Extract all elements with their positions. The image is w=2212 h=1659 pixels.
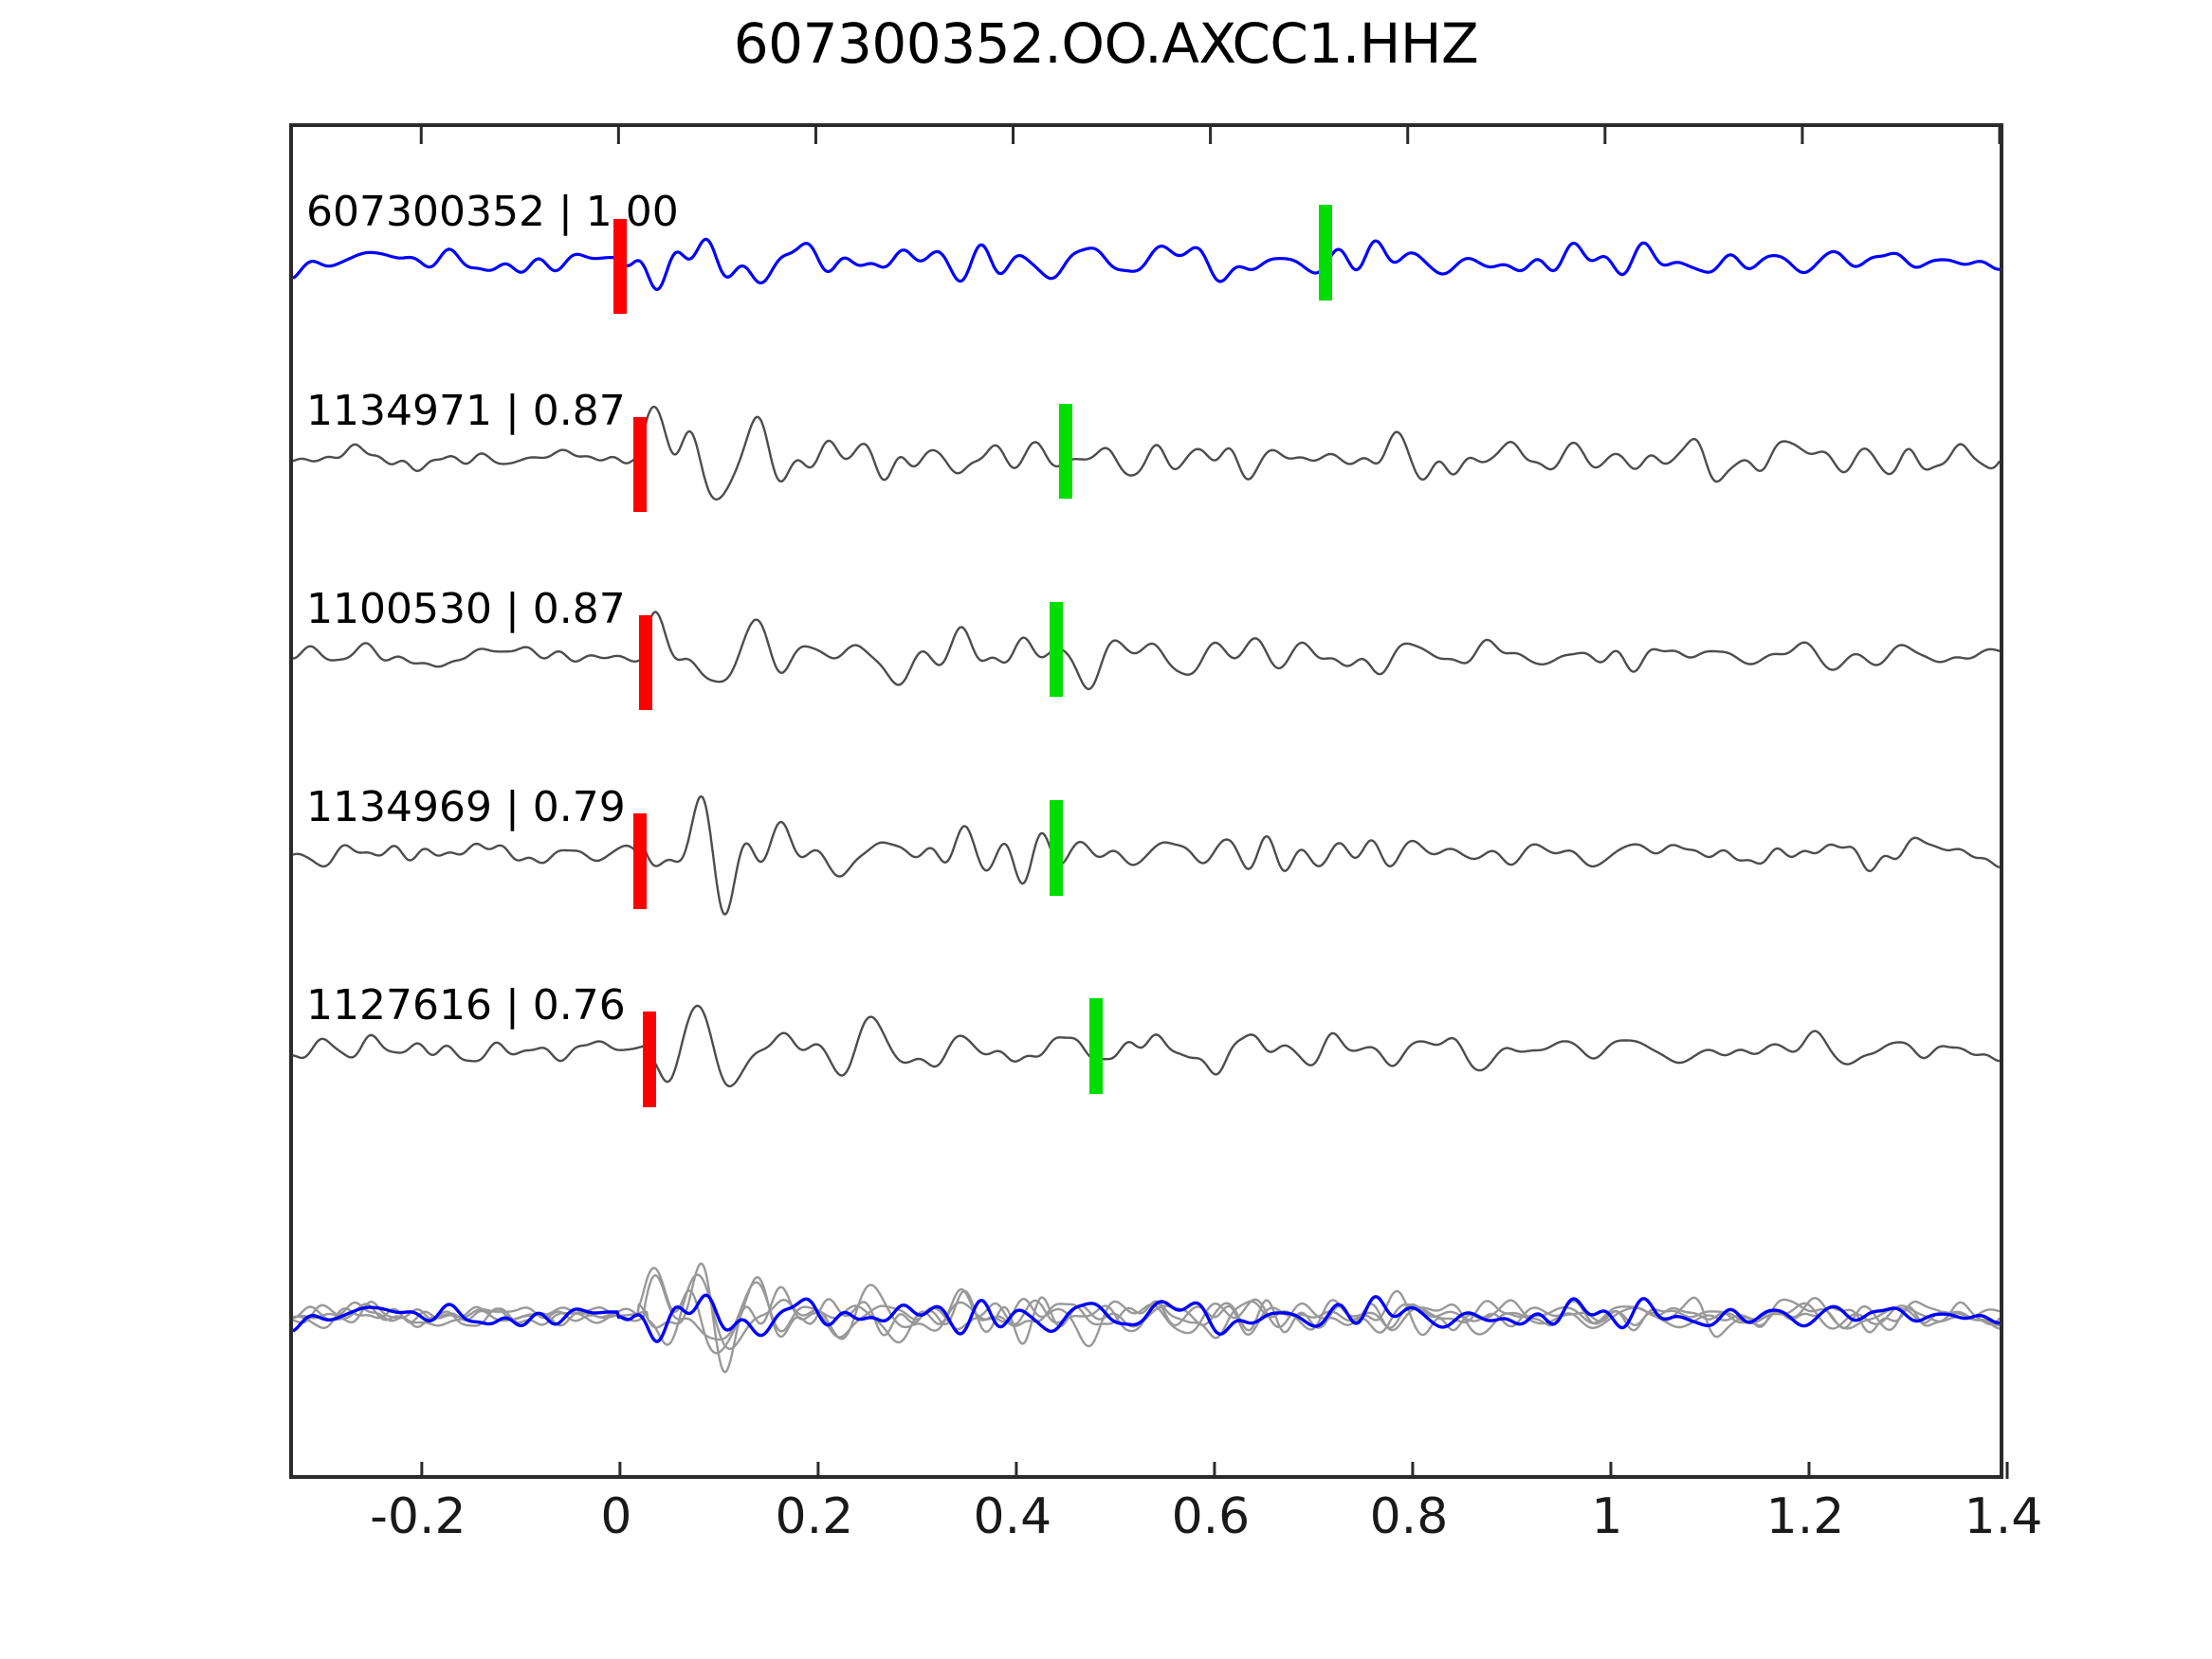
x-tick-label: 0.8 xyxy=(1369,1488,1449,1545)
s-pick-marker xyxy=(1049,601,1063,698)
s-pick-marker xyxy=(1088,998,1103,1094)
stack-template-trace xyxy=(293,1293,2000,1343)
plot-area: 607300352 | 1.00 1134971 | 0.87 1100530 | … xyxy=(289,123,2009,1479)
s-pick-marker xyxy=(1059,403,1073,500)
p-pick-marker xyxy=(643,1012,657,1107)
waveform-trace xyxy=(293,794,2000,916)
x-tick-label: 1.2 xyxy=(1765,1488,1845,1545)
waveform-trace xyxy=(293,405,2000,501)
waveform-canvas xyxy=(293,127,2000,1374)
trace-label: 1100530 | 0.87 xyxy=(306,584,626,633)
p-pick-marker xyxy=(632,416,647,513)
x-tick-label: 1.4 xyxy=(1964,1488,2043,1545)
x-tick-label: 0.2 xyxy=(775,1488,854,1545)
p-pick-marker xyxy=(639,614,653,711)
page-title: 607300352.OO.AXCC1.HHZ xyxy=(733,11,1479,76)
s-pick-marker xyxy=(1049,799,1063,896)
trace-label: 1134969 | 0.79 xyxy=(306,782,626,831)
x-axis-ticks xyxy=(420,1462,2009,1479)
stack-overlay-trace xyxy=(293,1274,2000,1348)
trace-label: 1134971 | 0.87 xyxy=(306,386,626,435)
stack-overlay-trace xyxy=(293,1273,2000,1350)
s-pick-marker xyxy=(1318,205,1332,301)
x-tick-label-row: -0.2 0 0.2 0.4 0.6 0.8 1 1.2 1.4 xyxy=(0,1488,2212,1564)
waveform-trace xyxy=(293,611,2000,691)
waveform-trace xyxy=(293,237,2000,291)
p-pick-marker xyxy=(632,813,647,909)
x-tick-label: 1 xyxy=(1591,1488,1623,1545)
x-tick-label: 0.4 xyxy=(973,1488,1052,1545)
p-pick-marker xyxy=(612,218,627,315)
x-tick-label: -0.2 xyxy=(370,1488,466,1545)
x-tick-label: 0.6 xyxy=(1171,1488,1251,1545)
trace-label: 1127616 | 0.76 xyxy=(306,981,626,1030)
waveform-trace xyxy=(293,1004,2000,1087)
x-tick-label: 0 xyxy=(600,1488,632,1545)
